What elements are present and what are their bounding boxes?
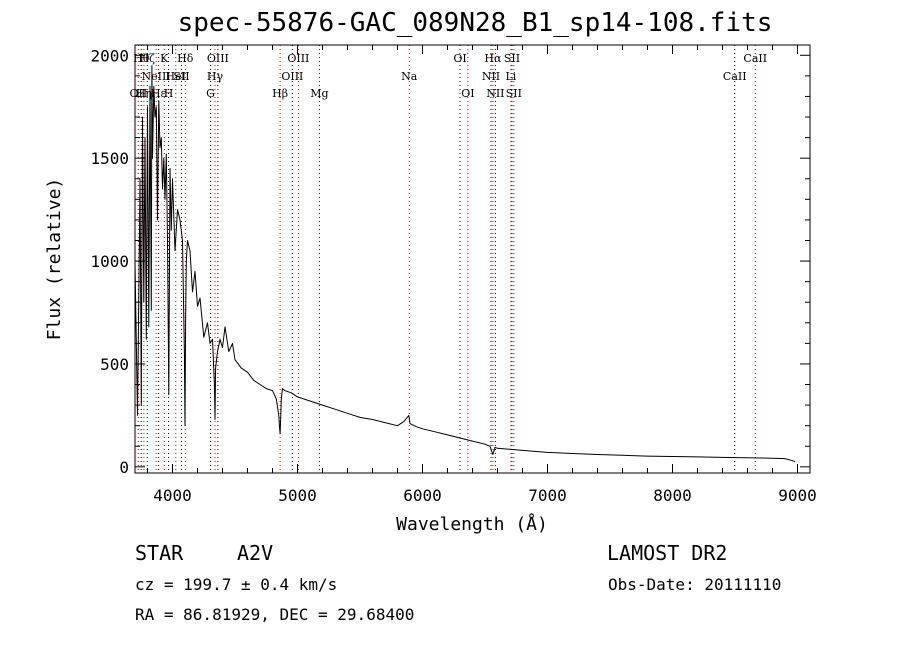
spectrum-line xyxy=(134,65,796,463)
x-axis-label: Wavelength (Å) xyxy=(396,513,548,535)
plot-frame xyxy=(134,44,811,474)
line-label: Hε xyxy=(151,87,167,100)
line-label: NII xyxy=(486,87,504,100)
line-label: OIII xyxy=(281,70,303,83)
line-label: OII xyxy=(130,87,148,100)
coords-label: RA = 86.81929, DEC = 29.68400 xyxy=(135,605,415,624)
line-label: Hδ xyxy=(177,52,194,65)
line-label: OIII xyxy=(207,52,229,65)
line-labels: OIIHθHηHζNeIIIHεKHHeISIIHδGHγOIIIHβOIIIO… xyxy=(130,52,768,100)
line-label: Mg xyxy=(310,87,328,100)
line-label: SII xyxy=(506,87,522,100)
y-tick-label: 1000 xyxy=(90,252,129,271)
x-tick-label: 6000 xyxy=(403,486,442,505)
obs-date-label: Obs-Date: 20111110 xyxy=(608,575,782,594)
line-label: Hα xyxy=(484,52,502,65)
line-label: Na xyxy=(401,70,418,83)
x-tick-label: 9000 xyxy=(778,486,817,505)
x-ticks: 4000 5000 6000 7000 8000 9000 xyxy=(147,45,817,505)
y-tick-label: 0 xyxy=(119,458,129,477)
line-label: K xyxy=(160,52,169,65)
line-label: OIII xyxy=(287,52,309,65)
y-axis-label: Flux (relative) xyxy=(44,178,65,341)
spectrum-series xyxy=(134,65,796,463)
line-label: Hβ xyxy=(272,87,288,100)
line-label: NII xyxy=(482,70,500,83)
line-label: OI xyxy=(453,52,466,65)
line-label: HeI xyxy=(166,70,186,83)
line-label: SII xyxy=(504,52,520,65)
y-tick-label: 1500 xyxy=(90,149,129,168)
line-label: CaII xyxy=(723,70,747,83)
line-label: CaII xyxy=(743,52,767,65)
line-markers xyxy=(137,45,756,473)
line-label: NeIII xyxy=(142,70,171,83)
class-label: STAR xyxy=(135,541,184,565)
line-label: Hγ xyxy=(207,70,224,83)
x-tick-label: 5000 xyxy=(278,486,317,505)
survey-label: LAMOST DR2 xyxy=(607,541,728,565)
y-tick-label: 2000 xyxy=(90,46,129,65)
x-tick-label: 7000 xyxy=(528,486,567,505)
subclass-label: A2V xyxy=(237,541,274,565)
line-label: Li xyxy=(505,70,516,83)
line-label: Hζ xyxy=(139,52,155,65)
redshift-label: cz = 199.7 ± 0.4 km/s xyxy=(135,575,338,594)
x-tick-label: 8000 xyxy=(653,486,692,505)
x-tick-label: 4000 xyxy=(153,486,192,505)
y-tick-label: 500 xyxy=(100,355,129,374)
line-label: G xyxy=(206,87,215,100)
line-label: SII xyxy=(173,70,189,83)
line-label: OI xyxy=(461,87,474,100)
chart-title: spec-55876-GAC_089N28_B1_sp14-108.fits xyxy=(177,8,773,38)
y-ticks: 0 500 1000 1500 2000 xyxy=(90,46,810,477)
line-label: H xyxy=(164,87,174,100)
